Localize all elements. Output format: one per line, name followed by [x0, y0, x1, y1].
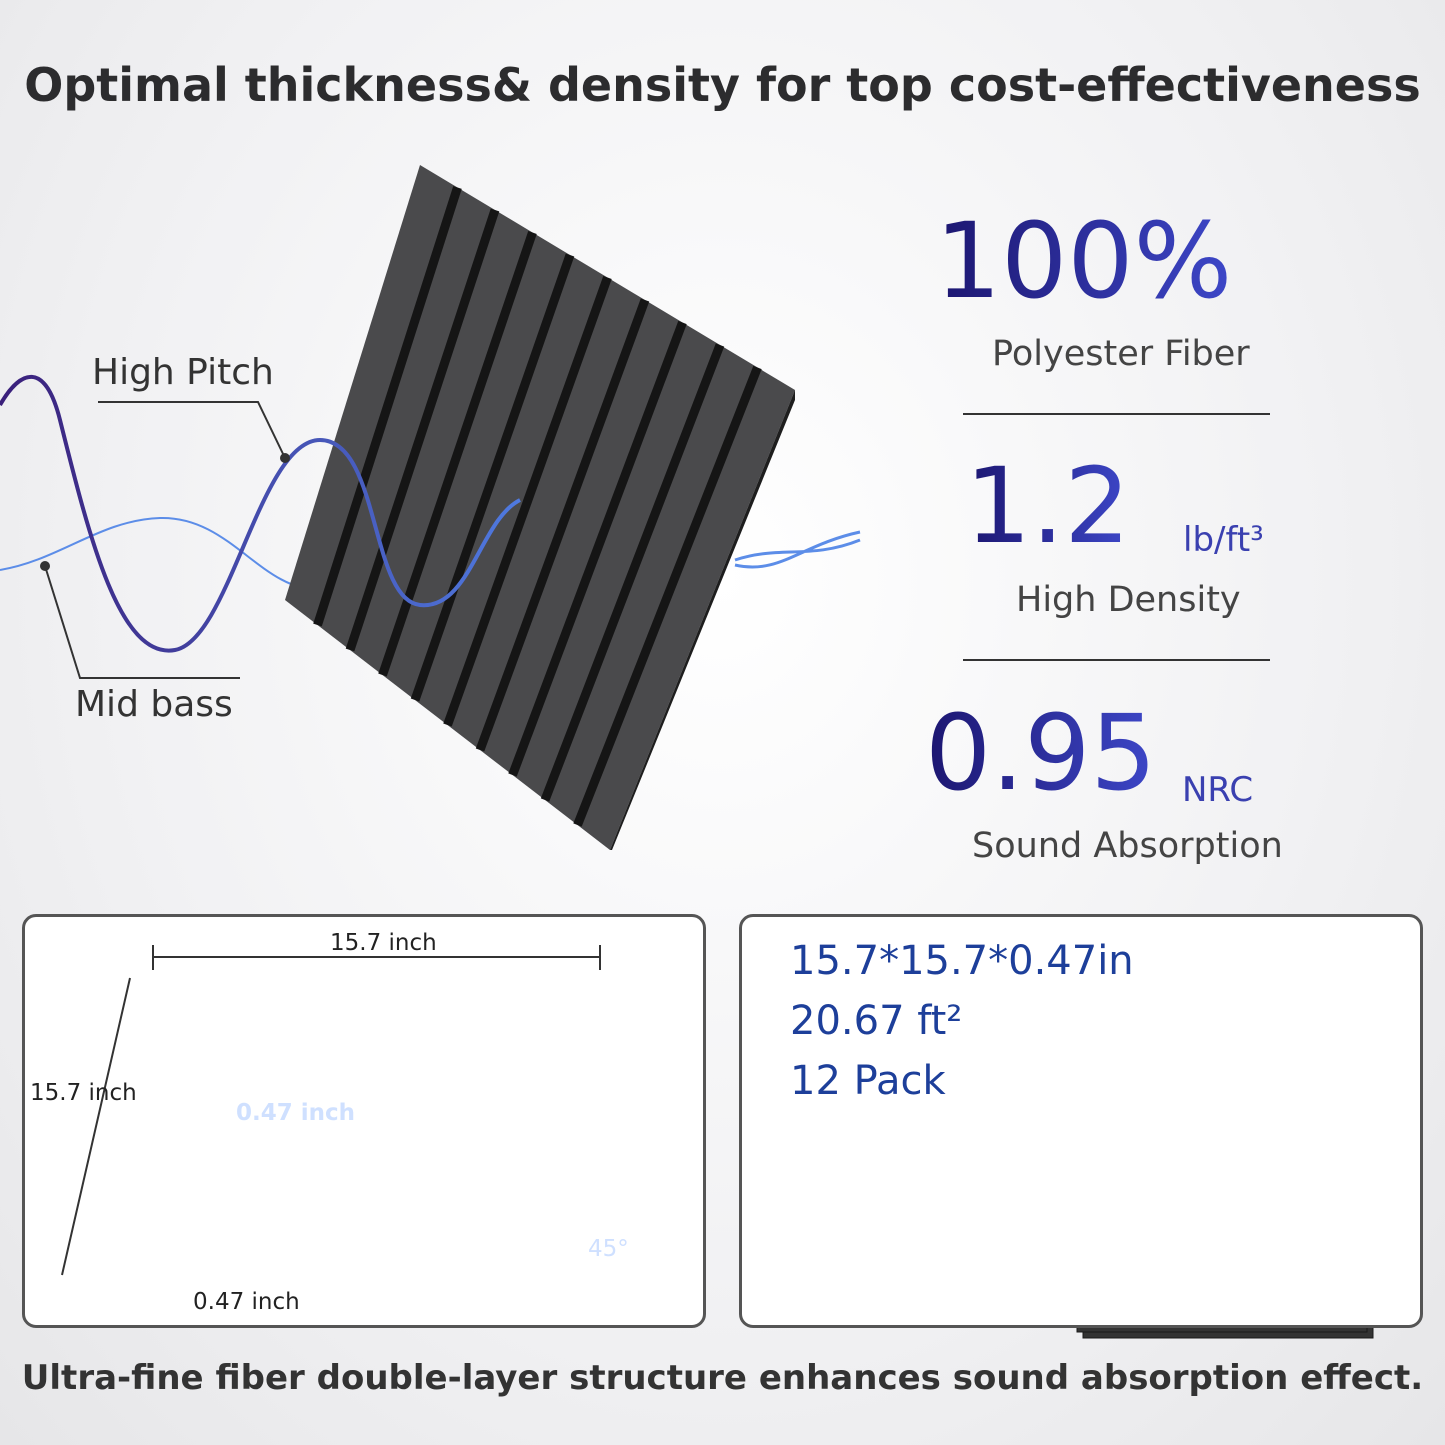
- panel-groove: [313, 186, 462, 627]
- stat-value: 100%: [935, 200, 1233, 322]
- dimension-label: 0.47 inch: [193, 1289, 300, 1315]
- panel-groove: [410, 253, 575, 702]
- spec-box: [739, 914, 1423, 1328]
- dimension-label: 15.7 inch: [30, 1080, 137, 1106]
- stat-label: Sound Absorption: [972, 826, 1283, 866]
- panel-groove: [475, 298, 650, 752]
- panel-groove: [540, 343, 725, 802]
- leader-dot: [40, 561, 50, 571]
- stat-unit: NRC: [1182, 770, 1254, 810]
- footer: Ultra-fine fiber double-layer structure …: [21, 1358, 1424, 1398]
- panel-edge: [610, 390, 795, 850]
- spec-text: 20.67 ft²: [790, 998, 963, 1044]
- leader-dot: [280, 453, 290, 463]
- panel-groove: [573, 365, 762, 827]
- dimension-line: [61, 977, 131, 1276]
- stat-value: 0.95: [925, 692, 1157, 814]
- leader-line: [98, 401, 286, 459]
- stat-label: Polyester Fiber: [992, 334, 1250, 374]
- panel-groove: [345, 208, 500, 652]
- dimension-label: 45°: [588, 1236, 629, 1262]
- stat-value: 1.2: [965, 445, 1131, 567]
- high-pitch-wave: [0, 374, 521, 653]
- wave-label: High Pitch: [92, 352, 274, 393]
- spec-text: 12 Pack: [790, 1058, 946, 1104]
- title: Optimal thickness& density for top cost-…: [24, 58, 1421, 112]
- exit-wave: [734, 530, 861, 569]
- spec-text: 15.7*15.7*0.47in: [790, 938, 1134, 984]
- leader-line: [44, 565, 240, 679]
- panel-groove: [443, 275, 612, 727]
- dimension-box: [22, 914, 706, 1328]
- dimension-label: 15.7 inch: [330, 930, 437, 956]
- wave-label: Mid bass: [75, 684, 233, 725]
- dimension-label: 0.47 inch: [236, 1100, 356, 1126]
- stat-label: High Density: [1016, 580, 1241, 620]
- stat-unit: lb/ft³: [1183, 520, 1264, 560]
- panel-groove: [508, 320, 687, 777]
